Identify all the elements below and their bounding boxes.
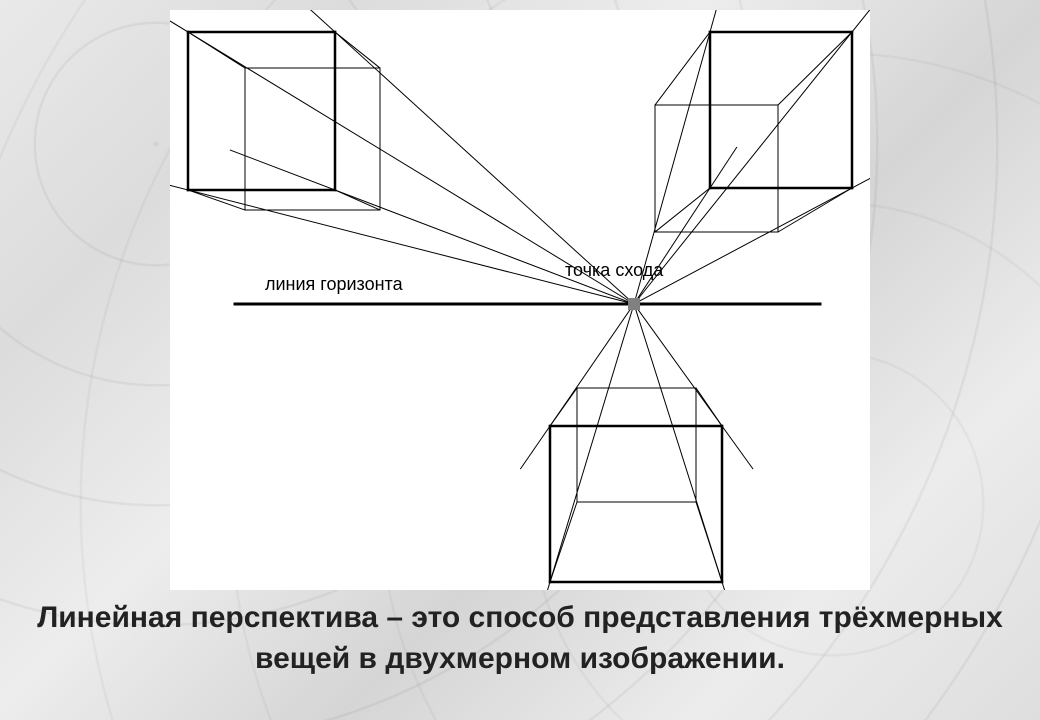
label-vanishing-point: точка схода: [565, 260, 663, 281]
page-root: точка схода линия горизонта Линейная пер…: [0, 0, 1040, 720]
label-horizon-line: линия горизонта: [265, 274, 403, 295]
diagram-panel: точка схода линия горизонта: [170, 10, 870, 590]
perspective-diagram: [170, 10, 870, 590]
caption-text: Линейная перспектива – это способ предст…: [0, 598, 1040, 679]
